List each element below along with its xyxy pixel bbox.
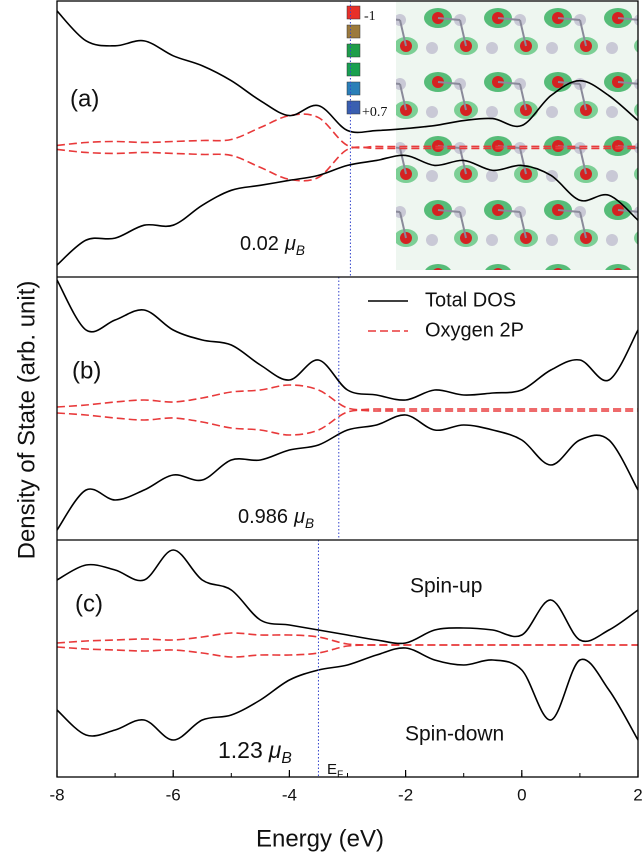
colorbar-swatch <box>347 6 360 19</box>
panel-label: (c) <box>75 590 103 617</box>
colorbar-label: -1 <box>364 9 376 24</box>
panel-label: (a) <box>70 85 99 112</box>
spin-down-label: Spin-down <box>405 723 504 746</box>
colorbar-swatch <box>347 63 360 76</box>
panel <box>57 280 638 530</box>
colorbar-swatch <box>347 101 360 114</box>
inset-structure <box>396 2 638 270</box>
x-tick-label: -2 <box>398 785 413 804</box>
x-tick-label: 0 <box>517 785 526 804</box>
colorbar-label: +0.7 <box>362 105 387 120</box>
x-tick-label: -4 <box>282 785 297 804</box>
total-down-curve <box>57 415 638 530</box>
spin-up-label: Spin-up <box>410 575 482 598</box>
legend-label: Total DOS <box>425 289 516 311</box>
panel-label: (b) <box>72 357 101 384</box>
total-up-curve <box>57 280 638 400</box>
chart: Energy (eV) Density of State (arb. unit)… <box>0 0 643 867</box>
x-tick-label: -8 <box>49 785 64 804</box>
legend-label: Oxygen 2P <box>425 319 524 341</box>
total-up-curve <box>57 550 638 643</box>
panel <box>57 550 638 740</box>
oxygen-up-curve <box>57 385 638 410</box>
y-axis-label: Density of State (arb. unit) <box>13 281 40 560</box>
oxygen-down-curve <box>57 410 638 435</box>
oxygen-down-curve <box>57 645 638 657</box>
x-tick-label: -6 <box>166 785 181 804</box>
x-tick-label: 2 <box>633 785 642 804</box>
colorbar-swatch <box>347 82 360 95</box>
colorbar-swatch <box>347 25 360 38</box>
colorbar-swatch <box>347 44 360 57</box>
x-axis-label: Energy (eV) <box>256 825 384 852</box>
total-down-curve <box>57 648 638 740</box>
